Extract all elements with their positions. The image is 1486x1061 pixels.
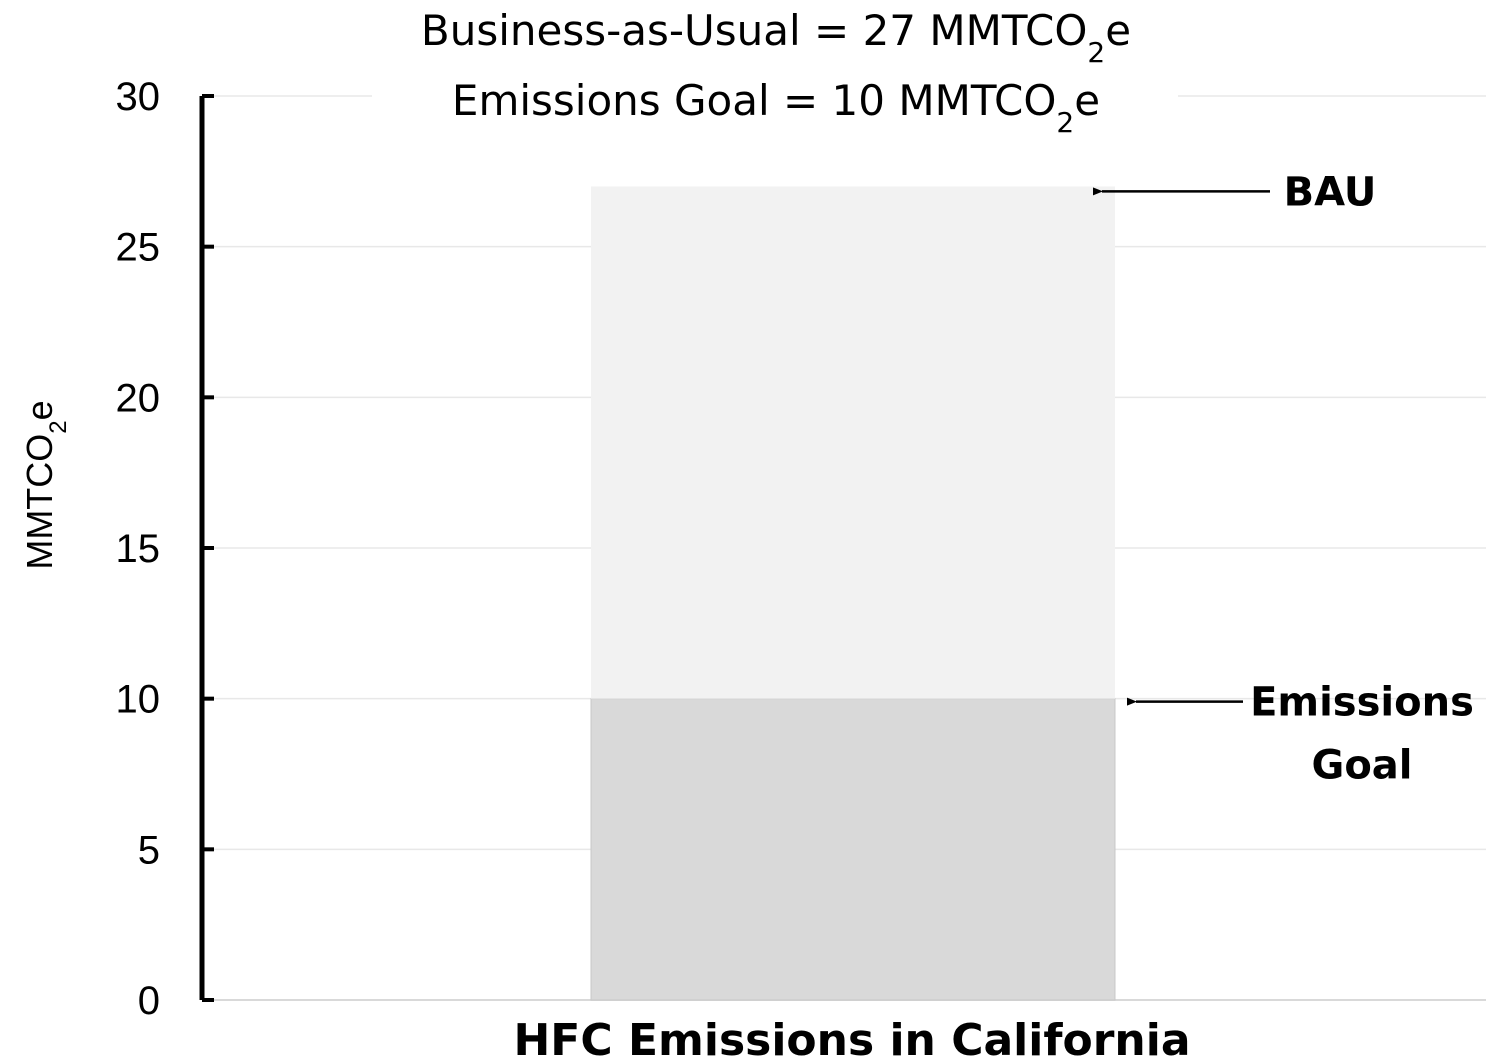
y-tick-label: 25: [116, 226, 161, 270]
annotation-label: BAU: [1284, 169, 1377, 215]
x-axis-label: HFC Emissions in California: [513, 1015, 1190, 1061]
chart-title: Business-as-Usual = 27 MMTCO2e Emissions …: [372, 6, 1178, 139]
y-tick-label: 10: [116, 678, 161, 722]
bar-segment-emissions-goal: [590, 698, 1116, 1001]
title-backing: [372, 80, 1178, 120]
annotation-label: Goal: [1311, 743, 1412, 789]
stacked-bar: [590, 186, 1116, 1001]
annotations: BAU Emissions Goal: [1093, 169, 1474, 789]
y-tick-label: 5: [138, 828, 160, 872]
y-tick-label: 15: [116, 527, 161, 571]
y-tick-label: 30: [116, 75, 161, 119]
bar-segment-bau: [591, 186, 1115, 699]
title-line: Business-as-Usual = 27 MMTCO2e: [421, 6, 1131, 69]
y-tick-label: 20: [116, 376, 161, 420]
annotation-label: Emissions: [1250, 680, 1474, 726]
title-line: Emissions Goal = 10 MMTCO2e: [452, 76, 1100, 139]
y-axis-label: MMTCO2e: [19, 400, 72, 569]
y-tick-label: 0: [138, 979, 160, 1023]
y-axis: 0 5 10 15 20 25 30: [116, 75, 214, 1023]
